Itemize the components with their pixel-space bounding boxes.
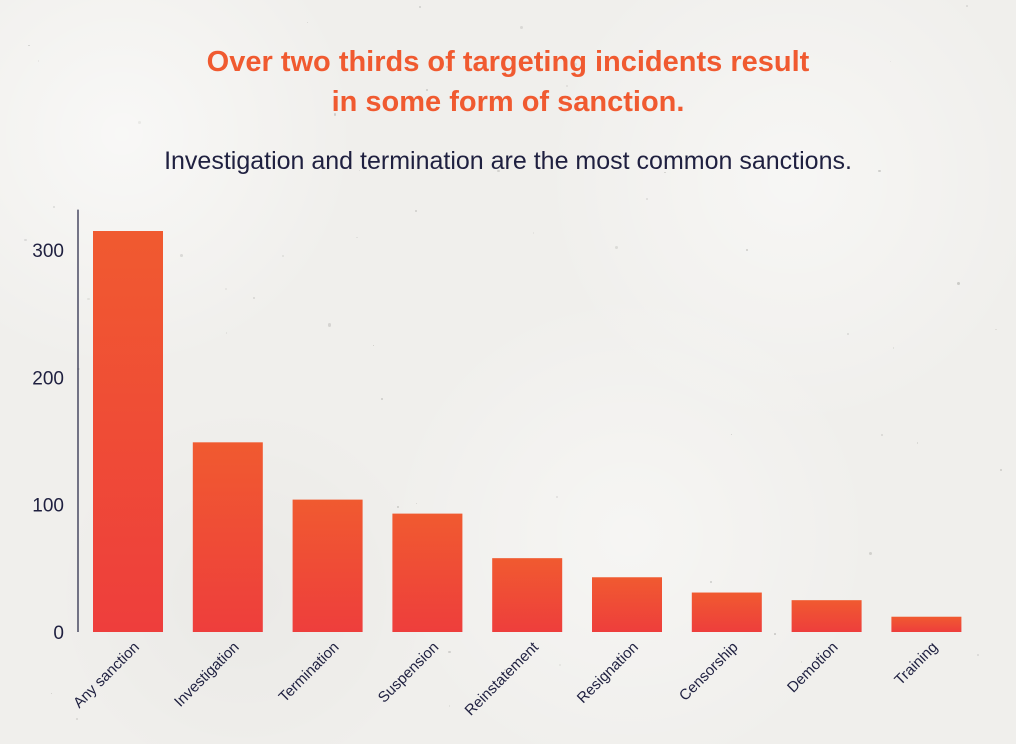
- paper-speck: [645, 197, 649, 201]
- paper-speck: [416, 502, 418, 504]
- paper-speck: [868, 551, 873, 555]
- paper-speck: [878, 169, 881, 173]
- x-tick-label: Reinstatement: [462, 638, 543, 719]
- y-tick-label: 200: [32, 368, 64, 389]
- paper-speck: [774, 633, 776, 636]
- paper-speck: [359, 169, 361, 172]
- paper-speck: [731, 434, 733, 436]
- paper-speck: [180, 254, 183, 257]
- paper-speck: [380, 398, 383, 401]
- x-tick-label: Censorship: [676, 639, 742, 705]
- paper-speck: [976, 653, 979, 656]
- paper-speck: [76, 717, 79, 720]
- paper-speck: [281, 254, 284, 257]
- paper-speck: [846, 332, 849, 335]
- paper-speck: [37, 60, 40, 62]
- paper-speck: [225, 287, 228, 290]
- paper-speck: [356, 236, 358, 239]
- paper-speck: [448, 705, 450, 707]
- paper-speck: [397, 506, 399, 508]
- chart-title-line-2: in some form of sanction.: [331, 86, 685, 118]
- paper-speck: [445, 65, 448, 69]
- paper-speck: [414, 209, 418, 213]
- paper-speck: [503, 668, 507, 672]
- x-tick-label: Suspension: [375, 639, 442, 706]
- x-tick-label: Termination: [276, 639, 343, 706]
- paper-speck: [889, 61, 892, 63]
- paper-speck: [916, 442, 919, 444]
- paper-speck: [709, 581, 712, 584]
- chart-subtitle: Investigation and termination are the mo…: [164, 147, 852, 175]
- y-tick-label: 0: [53, 623, 64, 644]
- paper-speck: [138, 121, 141, 125]
- paper-speck: [881, 433, 884, 436]
- paper-speck: [333, 113, 336, 116]
- paper-speck: [511, 57, 514, 60]
- paper-speck: [558, 664, 561, 667]
- paper-speck: [746, 249, 749, 252]
- x-tick-label: Resignation: [574, 639, 642, 707]
- bars: [93, 231, 962, 632]
- paper-speck: [664, 171, 666, 174]
- paper-speck: [957, 282, 961, 286]
- chart-title-line-1: Over two thirds of targeting incidents r…: [206, 46, 810, 78]
- paper-speck: [307, 21, 309, 24]
- bar: [592, 577, 662, 632]
- bar: [492, 558, 563, 632]
- paper-speck: [965, 5, 968, 7]
- y-tick-label: 300: [32, 241, 64, 262]
- x-tick-label: Any sanction: [70, 639, 143, 712]
- paper-speck: [615, 246, 619, 250]
- paper-speck: [24, 238, 27, 242]
- x-tick-label: Training: [891, 639, 941, 689]
- bar: [891, 616, 962, 632]
- paper-speck: [353, 58, 356, 61]
- paper-speck: [497, 169, 500, 173]
- paper-speck: [328, 323, 332, 327]
- x-tick-label: Investigation: [171, 639, 243, 711]
- bar: [292, 499, 363, 632]
- paper-speck: [418, 6, 421, 9]
- paper-speck: [226, 332, 228, 334]
- paper-speck: [27, 44, 30, 47]
- paper-speck: [87, 297, 90, 301]
- paper-speck: [416, 63, 419, 67]
- paper-speck: [50, 693, 52, 695]
- paper-speck: [801, 661, 803, 663]
- paper-speck: [892, 347, 895, 349]
- bar: [392, 513, 463, 632]
- bar: [691, 592, 762, 632]
- chart-title: Over two thirds of targeting incidents r…: [0, 42, 1016, 122]
- bar: [192, 442, 263, 632]
- paper-speck: [52, 206, 55, 209]
- paper-speck: [519, 25, 523, 30]
- x-axis-labels: Any sanction Investigation Termination Susp…: [70, 638, 941, 719]
- paper-speck: [995, 328, 997, 331]
- x-tick-label: Demotion: [784, 639, 841, 696]
- paper-speck: [448, 651, 451, 654]
- paper-speck: [574, 62, 578, 66]
- paper-speck: [591, 97, 593, 99]
- paper-speck: [566, 85, 569, 88]
- paper-speck: [253, 296, 256, 299]
- paper-speck: [372, 344, 374, 346]
- y-axis-ticks: 0 100 200 300: [32, 241, 64, 644]
- paper-speck: [555, 495, 558, 498]
- bar: [791, 600, 862, 632]
- paper-speck: [425, 88, 428, 91]
- bar: [93, 231, 163, 632]
- paper-speck: [999, 468, 1003, 471]
- y-tick-label: 100: [32, 496, 64, 517]
- paper-speck: [532, 232, 535, 234]
